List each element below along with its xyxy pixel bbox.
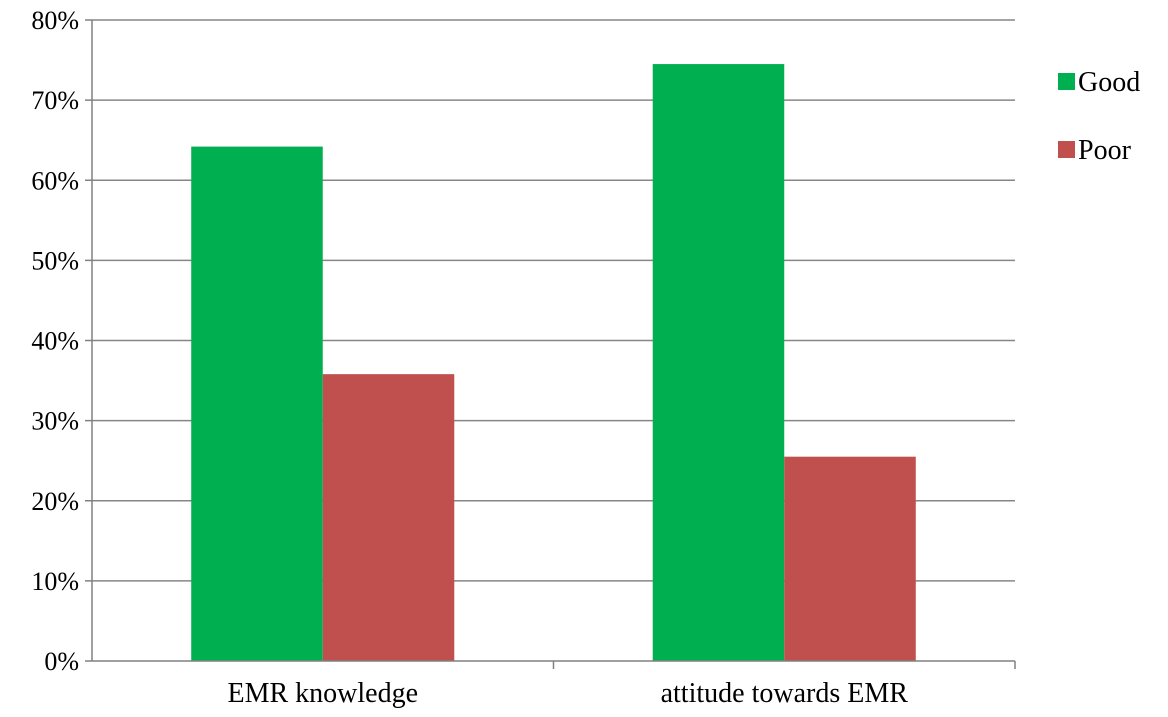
y-tick-label: 80% — [31, 6, 79, 35]
y-tick-label: 70% — [31, 86, 79, 115]
y-tick-labels: 0% 10% 20% 30% 40% 50% 60% 70% 80% — [31, 6, 79, 676]
y-tick-label: 30% — [31, 407, 79, 436]
legend-label-poor: Poor — [1078, 135, 1132, 166]
legend-swatch-poor — [1058, 141, 1075, 158]
x-tick-labels: EMR knowledge attitude towards EMR — [227, 678, 908, 709]
x-tick-label: EMR knowledge — [227, 678, 418, 709]
y-tick-label: 20% — [31, 487, 79, 516]
y-tick-label: 10% — [31, 567, 79, 596]
bars — [191, 64, 916, 662]
x-tick-label: attitude towards EMR — [661, 678, 909, 709]
bar-poor-0 — [322, 374, 455, 661]
bar-poor-1 — [784, 456, 916, 661]
axes — [85, 19, 1016, 669]
y-tick-label: 0% — [44, 647, 79, 676]
legend-swatch-good — [1058, 73, 1075, 90]
legend: Good Poor — [1058, 67, 1140, 166]
y-tick-label: 60% — [31, 166, 79, 195]
y-tick-label: 40% — [31, 327, 79, 356]
bar-good-0 — [191, 146, 323, 661]
bar-good-1 — [652, 64, 785, 662]
legend-label-good: Good — [1078, 67, 1140, 98]
y-tick-label: 50% — [31, 246, 79, 275]
